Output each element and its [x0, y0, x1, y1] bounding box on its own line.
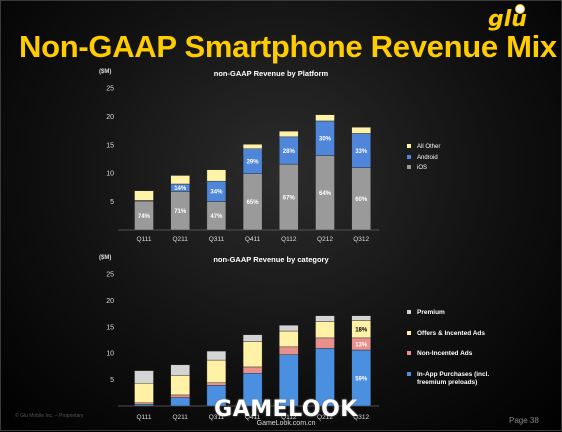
chart-2-category-label: Q111 [137, 414, 152, 421]
chart-2-bar-q112-offers-incented-ads [279, 330, 299, 348]
chart-2-bar-q111-in-app-purchases-incl-freemium-preloads [134, 404, 154, 407]
chart-2-bar-q111-offers-incented-ads [134, 383, 154, 404]
chart-1-ytick: 20 [106, 114, 114, 121]
chart-2-bar-q112-premium [279, 325, 299, 332]
chart-2-bar-q311-premium [206, 350, 227, 361]
chart-2-category-label: Q112 [281, 414, 297, 421]
chart-2-bar-q212-offers-incented-ads [315, 321, 335, 339]
chart-1-data-label: 65% [247, 200, 260, 206]
chart-1-category-label: Q112 [281, 236, 297, 243]
chart-1-data-label: 29% [247, 160, 260, 166]
chart-2-data-label: 13% [355, 342, 368, 348]
chart-2-legend-swatch-non-incented-ads [407, 351, 411, 355]
chart-2-legend-label-in-app-purchases-incl-freemium-preloads: In-App Purchases (incl. freemium preloads… [417, 371, 489, 386]
chart-1-legend-label-ios: iOS [417, 165, 427, 171]
chart-2-category-label: Q411 [245, 414, 261, 421]
chart-2-title: non-GAAP Revenue by category [213, 255, 329, 264]
watermark-main: GAMELOOK [214, 397, 358, 422]
footer-copyright: © Glu Mobile Inc. – Proprietary [15, 413, 84, 419]
chart-1-legend-label-all-other: All Other [417, 144, 440, 150]
glu-logo: glu [488, 4, 527, 32]
chart-2-bar-q212-premium [315, 315, 335, 322]
chart-2-bar-q311-offers-incented-ads [206, 359, 227, 383]
page-number: Page 38 [509, 416, 539, 425]
chart-1-title: non-GAAP Revenue by Platform [214, 69, 329, 78]
chart-1-category-label: Q411 [245, 236, 261, 243]
chart-2-ytick: 10 [106, 351, 114, 358]
chart-2-bar-q211-premium [170, 364, 190, 376]
watermark: GAMELOOK GameLook.com.cn [201, 397, 371, 427]
chart-2-bar-q111-premium [134, 370, 154, 384]
chart-1-category-label: Q312 [353, 236, 369, 243]
chart-1-category-label: Q111 [137, 236, 152, 243]
chart-2-category-label: Q212 [317, 414, 333, 421]
chart-2-bar-q211-non-incented-ads [170, 394, 190, 398]
chart-2-ytick: 20 [106, 298, 114, 305]
chart-1-bar-q211-all-other [170, 175, 190, 185]
chart-2-category-label: Q311 [209, 414, 225, 421]
chart-2-bar-q111-non-incented-ads [134, 402, 154, 405]
chart-2-category-label: Q211 [172, 414, 188, 421]
chart-2-category-label: Q312 [353, 414, 369, 421]
chart-2-data-label: 18% [355, 327, 368, 333]
chart-1-ytick: 25 [106, 86, 114, 93]
chart-1-category-label: Q311 [209, 236, 225, 243]
chart-1-data-label: 60% [355, 197, 368, 203]
chart-2-bar-q212-non-incented-ads [315, 337, 335, 349]
chart-1-bar-q212-all-other [315, 114, 335, 122]
chart-1-ytick: 10 [106, 171, 114, 178]
chart-2-ytick: 15 [106, 324, 114, 331]
watermark-sub: GameLook.com.cn [256, 420, 316, 427]
chart-1-legend-swatch-all-other [407, 144, 411, 148]
chart-2-data-label: 59% [355, 376, 368, 382]
chart-2-legend-swatch-in-app-purchases-incl-freemium-preloads [407, 372, 411, 376]
chart-1-data-label: 30% [319, 137, 332, 143]
chart-1-data-label: 67% [283, 195, 296, 201]
chart-2-bar-q112-non-incented-ads [279, 346, 299, 355]
chart-2-bar-q411-non-incented-ads [242, 366, 263, 374]
chart-1-data-label: 14% [174, 186, 187, 192]
chart-2-ytick: 5 [110, 377, 114, 384]
chart-1-unit-label: ($M) [99, 69, 111, 75]
chart-2-legend-label-offers-incented-ads: Offers & Incented Ads [417, 330, 485, 337]
chart-1-data-label: 64% [319, 191, 332, 197]
chart-2-bar-q312-premium [351, 315, 371, 321]
chart-1-ytick: 15 [106, 142, 114, 149]
chart-1-bar-q411-all-other [242, 144, 263, 149]
chart-1-legend-swatch-ios [407, 165, 411, 169]
chart-1-data-label: 33% [355, 149, 368, 155]
chart-2-bar-q211-in-app-purchases-incl-freemium-preloads [170, 397, 190, 407]
chart-1-bar-q111-all-other [134, 190, 154, 201]
chart-2-legend-swatch-offers-incented-ads [407, 331, 411, 335]
chart-1-legend-label-android: Android [417, 155, 438, 161]
chart-2-ytick: 25 [106, 272, 114, 279]
chart-2-bar-q411-offers-incented-ads [242, 341, 263, 368]
chart-2-unit-label: ($M) [99, 255, 111, 261]
slide-title: Non-GAAP Smartphone Revenue Mix [19, 29, 557, 64]
chart-1-data-label: 71% [174, 209, 187, 215]
logo-dot-icon [515, 4, 525, 14]
chart-1-ytick: 5 [110, 199, 114, 206]
chart-1-data-label: 47% [210, 214, 223, 220]
chart-2-bar-q311-non-incented-ads [206, 382, 227, 386]
chart-1-data-label: 74% [138, 214, 151, 220]
chart-2-legend-label-non-incented-ads: Non-Incented Ads [417, 350, 473, 357]
chart-2-legend-label-premium: Premium [417, 309, 445, 316]
chart-1-bar-q112-all-other [279, 130, 299, 138]
chart-2-legend-swatch-premium [407, 310, 411, 314]
chart-1-data-label: 34% [210, 190, 223, 196]
chart-1-data-label: 28% [283, 149, 296, 155]
chart-1-bar-q312-all-other [351, 126, 371, 134]
chart-1-category-label: Q212 [317, 236, 333, 243]
chart-2-bar-q411-premium [242, 334, 263, 342]
chart-1-legend-swatch-android [407, 155, 411, 159]
chart-1-category-label: Q211 [172, 236, 188, 243]
chart-1-bar-q311-all-other [206, 169, 227, 182]
chart-2-bar-q211-offers-incented-ads [170, 375, 190, 396]
